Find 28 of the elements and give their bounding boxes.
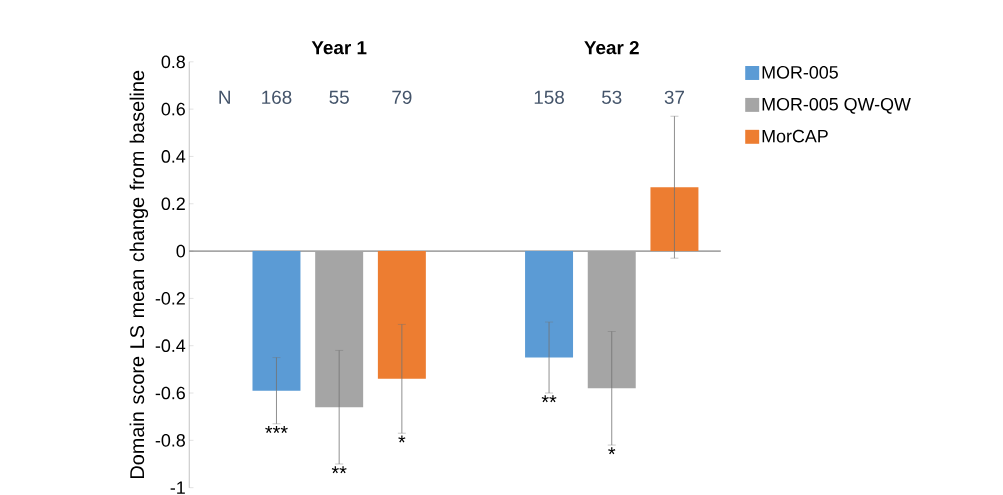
annotation: 55 [329, 90, 349, 105]
annotation: 168 [262, 90, 292, 105]
y-tick-label: -0.2 [155, 292, 185, 305]
x-tick-label: Year 1 [311, 41, 367, 55]
y-tick-label: 0.2 [161, 197, 185, 211]
y-tick-label: -0.6 [155, 386, 185, 400]
y-tick-label: -0.4 [155, 339, 186, 353]
data-label: *** [265, 426, 288, 434]
data-label: * [398, 435, 406, 443]
y-tick-label: 0.4 [161, 150, 186, 163]
annotation: 158 [534, 90, 564, 105]
annotation: 79 [392, 90, 412, 105]
legend-label: MOR-005 QW-QW [762, 98, 911, 114]
legend-label: MorCAP [762, 130, 828, 143]
annotation: N [219, 91, 230, 104]
legend-label: MOR-005 [762, 66, 838, 79]
data-label: ** [331, 466, 347, 474]
y-tick-label: 0.8 [161, 55, 185, 69]
annotation: 53 [602, 90, 622, 105]
y-axis-title: Domain score LS mean change from baseline [129, 71, 149, 479]
y-tick-label: -0.8 [155, 434, 185, 447]
y-tick-label: 0.6 [161, 102, 185, 116]
data-label: ** [541, 395, 557, 403]
x-tick-label: Year 2 [584, 41, 639, 55]
annotation: 37 [664, 90, 684, 105]
y-tick-label: -1 [170, 481, 185, 494]
y-tick-label: 0 [176, 244, 186, 258]
data-label: * [608, 447, 616, 455]
